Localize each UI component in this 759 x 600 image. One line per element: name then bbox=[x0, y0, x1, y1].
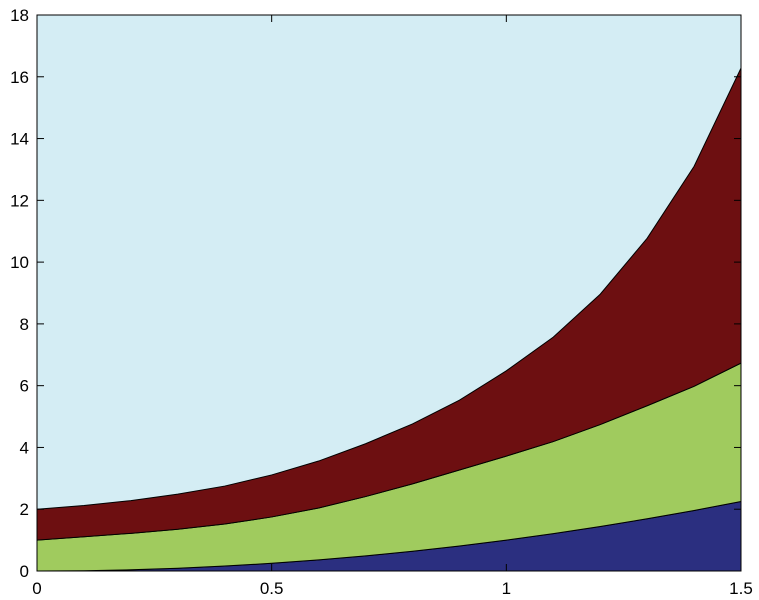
y-tick-label: 12 bbox=[10, 191, 29, 210]
plot-frame bbox=[36, 14, 742, 572]
y-tick-label: 2 bbox=[20, 500, 29, 519]
x-tick-label: 0.5 bbox=[260, 579, 284, 598]
axis-ticks bbox=[36, 14, 742, 572]
y-tick-label: 0 bbox=[20, 562, 29, 581]
y-tick-label: 14 bbox=[10, 130, 29, 149]
y-tick-label: 10 bbox=[10, 253, 29, 272]
y-tick-label: 8 bbox=[20, 315, 29, 334]
y-tick-label: 4 bbox=[20, 438, 29, 457]
y-tick-label: 16 bbox=[10, 68, 29, 87]
y-tick-label: 6 bbox=[20, 377, 29, 396]
y-tick-labels: 0 2 4 6 8 10 12 14 16 18 bbox=[10, 6, 29, 581]
x-tick-label: 1 bbox=[502, 579, 511, 598]
x-tick-label: 0 bbox=[32, 579, 41, 598]
y-tick-label: 18 bbox=[10, 6, 29, 25]
x-tick-labels: 0 0.5 1 1.5 bbox=[32, 579, 753, 598]
x-tick-label: 1.5 bbox=[729, 579, 753, 598]
